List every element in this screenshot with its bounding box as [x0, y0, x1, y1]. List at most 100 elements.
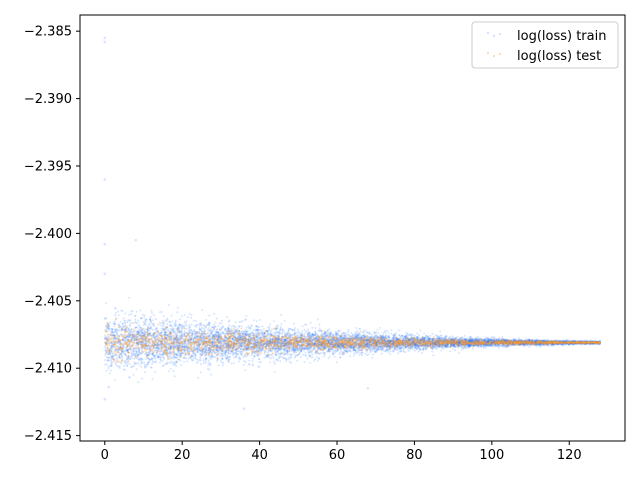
data-point [241, 345, 244, 348]
data-point [163, 330, 166, 333]
data-point [365, 345, 368, 348]
data-point [572, 340, 575, 343]
data-point [199, 359, 202, 362]
data-point [146, 355, 149, 358]
data-point [144, 331, 147, 334]
data-point [208, 344, 211, 347]
data-point [564, 340, 567, 343]
data-point [584, 342, 587, 345]
data-point [217, 325, 220, 328]
data-point [252, 357, 254, 360]
data-point [541, 343, 544, 346]
data-point [521, 341, 524, 344]
data-point [582, 341, 585, 344]
data-point [269, 330, 272, 333]
data-point [129, 358, 132, 361]
data-point [249, 339, 252, 342]
data-point [515, 340, 518, 343]
data-point [330, 334, 333, 337]
data-point [495, 342, 498, 345]
data-point [149, 346, 152, 349]
data-point [388, 345, 391, 348]
data-point [335, 336, 338, 339]
data-point [376, 338, 379, 341]
data-point [502, 342, 505, 345]
data-point [297, 343, 300, 346]
data-point [334, 342, 337, 345]
data-point [459, 341, 462, 344]
data-point [103, 334, 106, 337]
data-point [372, 345, 375, 348]
data-point [228, 336, 231, 339]
data-point [160, 343, 163, 346]
data-point [246, 346, 249, 349]
data-point [388, 344, 391, 347]
data-point [340, 344, 343, 347]
data-point [370, 333, 373, 336]
data-point [185, 344, 188, 347]
data-point [133, 337, 136, 340]
data-point [245, 326, 248, 329]
data-point [305, 342, 308, 345]
data-point [253, 342, 256, 345]
data-point [238, 357, 241, 360]
data-point [311, 353, 314, 356]
data-point [198, 325, 201, 328]
data-point [185, 324, 188, 327]
data-point [193, 335, 196, 338]
data-point [337, 339, 340, 342]
data-point [567, 343, 570, 346]
data-point [462, 339, 465, 342]
data-point [161, 365, 164, 368]
data-point [416, 342, 419, 345]
data-point [576, 341, 579, 344]
data-point [397, 342, 400, 345]
data-point [333, 355, 336, 358]
data-point [283, 319, 286, 322]
data-point [239, 357, 242, 360]
data-point [186, 349, 189, 352]
data-point [356, 330, 359, 332]
data-point [595, 341, 598, 344]
data-point [222, 343, 225, 346]
data-point [123, 336, 126, 339]
data-point [283, 344, 286, 347]
data-point [302, 339, 305, 342]
data-point [238, 325, 241, 328]
data-point [219, 334, 222, 337]
data-point [279, 344, 282, 347]
data-point [534, 340, 537, 343]
data-point [136, 355, 139, 358]
data-point [462, 343, 465, 346]
data-point [212, 326, 215, 329]
data-point [195, 324, 198, 327]
data-point [314, 332, 317, 335]
data-point [256, 328, 259, 331]
data-point [536, 341, 539, 344]
data-point [530, 339, 533, 342]
data-point [432, 345, 435, 348]
data-point [297, 342, 300, 345]
data-point [462, 341, 465, 344]
data-point [541, 340, 544, 343]
data-point [413, 340, 416, 343]
data-point [292, 349, 295, 352]
data-point [587, 341, 590, 344]
data-point [237, 336, 240, 339]
data-point [456, 341, 459, 344]
data-point [324, 353, 327, 356]
data-point [367, 347, 370, 350]
data-point [546, 343, 549, 346]
data-point [529, 341, 532, 344]
data-point [582, 341, 585, 344]
data-point [524, 344, 527, 347]
data-point [327, 340, 330, 343]
data-point [193, 347, 196, 350]
data-point [499, 340, 502, 343]
data-point [444, 338, 447, 341]
data-point [287, 329, 290, 332]
data-point [293, 322, 296, 325]
data-point [141, 377, 144, 380]
data-point [272, 345, 275, 348]
data-point [497, 338, 500, 341]
